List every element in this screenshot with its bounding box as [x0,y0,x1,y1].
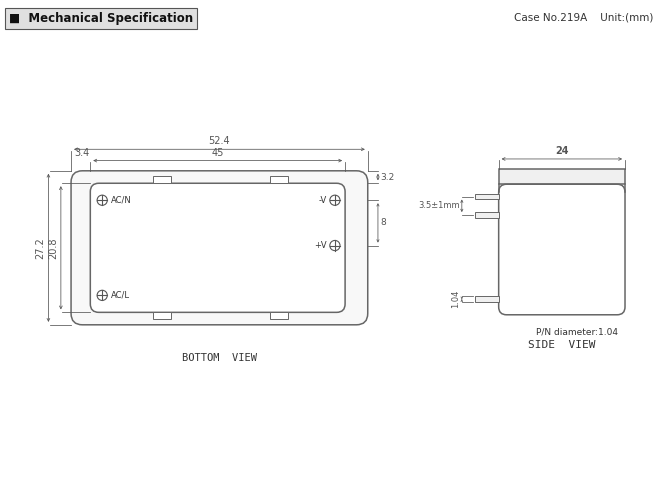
Text: 3.2: 3.2 [380,173,395,182]
Text: 52.4: 52.4 [208,136,230,147]
Circle shape [97,290,107,300]
Text: AC/L: AC/L [111,291,130,300]
Bar [475,296,498,302]
Text: 24: 24 [555,147,569,156]
Text: BOTTOM  VIEW: BOTTOM VIEW [182,353,257,363]
Bar [153,176,172,183]
Bar [475,194,498,200]
Bar [498,170,625,184]
Text: 45: 45 [212,148,224,158]
FancyBboxPatch shape [90,183,345,312]
Text: 27.2: 27.2 [36,237,46,259]
Text: +V: +V [314,241,326,250]
Text: ■  Mechanical Specification: ■ Mechanical Specification [9,12,193,25]
Bar [271,176,289,183]
Circle shape [330,195,340,205]
Circle shape [97,195,107,205]
Text: 8: 8 [380,218,386,228]
FancyBboxPatch shape [498,184,625,315]
Text: 3.5±1mm: 3.5±1mm [419,201,460,210]
Text: 1.04: 1.04 [451,290,460,308]
Text: P/N diameter:1.04: P/N diameter:1.04 [535,328,618,337]
FancyBboxPatch shape [71,171,368,325]
Text: 20.8: 20.8 [48,237,58,258]
Bar [153,312,172,319]
Text: -V: -V [318,196,326,205]
Text: 3.4: 3.4 [74,148,89,158]
Bar [475,212,498,218]
Bar [271,312,289,319]
Text: Case No.219A    Unit:(mm): Case No.219A Unit:(mm) [514,12,653,22]
Text: AC/N: AC/N [111,196,131,205]
Text: SIDE  VIEW: SIDE VIEW [528,340,596,350]
Circle shape [330,241,340,251]
